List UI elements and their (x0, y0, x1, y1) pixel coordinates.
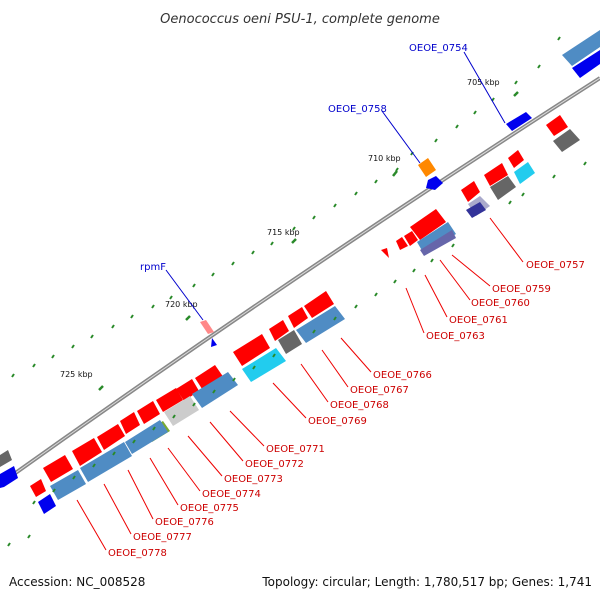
gene-label-oeoe-0766: OEOE_0766 (373, 370, 432, 381)
gene-upper-right-arrow (572, 50, 600, 78)
gene-upper-right-cog (562, 30, 600, 66)
gene-oeoe-0758-arrow (426, 176, 443, 190)
forward-genes (0, 30, 600, 488)
gene-left-blue (0, 466, 18, 488)
gene-label-oeoe-0758: OEOE_0758 (328, 104, 387, 115)
gene-label-oeoe-0763: OEOE_0763 (426, 331, 485, 342)
gene-label-oeoe-0776: OEOE_0776 (155, 517, 214, 528)
gene-label-oeoe-0775: OEOE_0775 (180, 503, 239, 514)
gene-label-oeoe-0761: OEOE_0761 (449, 315, 508, 326)
genome-backbone (0, 76, 600, 486)
gene-label-oeoe-0757: OEOE_0757 (526, 260, 585, 271)
gene-oeoe-0758-box (418, 158, 436, 177)
gene-label-oeoe-0769: OEOE_0769 (308, 416, 367, 427)
gene-label-oeoe-0774: OEOE_0774 (202, 489, 261, 500)
accession-label: Accession: NC_008528 (9, 575, 145, 589)
gene-label-oeoe-0759: OEOE_0759 (492, 284, 551, 295)
tick-label-715: 715 kbp (267, 228, 300, 237)
gene-oeoe-0754-arrow (506, 112, 532, 131)
gene-label-oeoe-0777: OEOE_0777 (133, 532, 192, 543)
forward-leader-lines (165, 51, 506, 321)
gene-label-oeoe-0754: OEOE_0754 (409, 43, 468, 54)
gene-label-oeoe-0767: OEOE_0767 (350, 385, 409, 396)
gene-rpmf-arrow (211, 338, 217, 347)
map-title: Oenococcus oeni PSU-1, complete genome (160, 12, 440, 27)
gene-label-oeoe-0771: OEOE_0771 (266, 444, 325, 455)
gene-left-gray (0, 450, 12, 467)
gene-label-oeoe-0768: OEOE_0768 (330, 400, 389, 411)
inner-tick-ring (7, 161, 587, 547)
tick-label-725: 725 kbp (60, 370, 93, 379)
tick-label-710: 710 kbp (368, 154, 401, 163)
outer-tick-ring (11, 36, 561, 378)
tick-label-705: 705 kbp (467, 78, 500, 87)
gene-label-oeoe-0778: OEOE_0778 (108, 548, 167, 559)
gene-label-oeoe-0760: OEOE_0760 (471, 298, 530, 309)
reverse-genes (30, 115, 568, 497)
gene-label-rpmf: rpmF (140, 262, 166, 273)
gene-label-oeoe-0773: OEOE_0773 (224, 474, 283, 485)
tick-label-720: 720 kbp (165, 300, 198, 309)
gene-rpmf-box (200, 320, 214, 334)
reverse-leader-lines (76, 217, 524, 551)
major-ticks (98, 91, 519, 391)
genome-summary: Topology: circular; Length: 1,780,517 bp… (261, 575, 592, 589)
gene-label-oeoe-0772: OEOE_0772 (245, 459, 304, 470)
